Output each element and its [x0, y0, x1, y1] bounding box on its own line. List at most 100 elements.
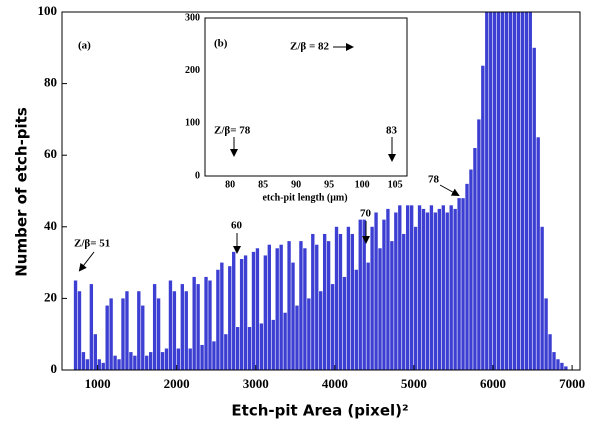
- inset-x-label: etch-pit length (μm): [262, 192, 347, 203]
- y-tick-label: 100: [38, 3, 58, 18]
- annotation: Z/β= 51: [74, 238, 110, 250]
- bar: [101, 362, 105, 370]
- bar: [528, 12, 532, 370]
- bar: [279, 244, 283, 370]
- bar: [109, 298, 113, 370]
- bars: [73, 12, 568, 370]
- bar: [338, 233, 343, 370]
- bar: [184, 291, 188, 370]
- bar: [160, 352, 165, 370]
- bar: [322, 233, 327, 370]
- bar: [192, 276, 196, 370]
- x-tick-label: 2000: [164, 376, 190, 391]
- bar: [508, 12, 513, 370]
- bar: [382, 219, 386, 370]
- bar: [141, 305, 145, 370]
- bar: [402, 233, 406, 370]
- bar: [77, 291, 82, 370]
- bar: [334, 226, 339, 370]
- bar: [429, 205, 434, 370]
- bar: [113, 355, 117, 370]
- bar: [81, 352, 86, 370]
- bar: [232, 251, 236, 370]
- bar: [299, 241, 303, 370]
- y-tick-label: 80: [44, 75, 57, 90]
- arrow: [78, 251, 95, 272]
- bar: [156, 298, 161, 370]
- bar: [267, 244, 271, 370]
- bar: [465, 183, 469, 370]
- bar: [453, 208, 457, 370]
- bar: [239, 259, 244, 370]
- bar: [406, 205, 410, 370]
- bar: [243, 255, 248, 370]
- panel-label: (b): [214, 38, 228, 50]
- bar: [496, 12, 501, 370]
- bar: [457, 198, 461, 370]
- bar: [532, 47, 536, 370]
- bar: [481, 65, 485, 370]
- bar: [93, 334, 97, 370]
- bar: [303, 248, 307, 370]
- y-tick-label: 60: [44, 146, 57, 161]
- bar: [271, 319, 275, 370]
- bar: [394, 212, 398, 370]
- bar: [413, 226, 418, 370]
- bar: [346, 226, 351, 370]
- panel-label: (a): [78, 40, 91, 52]
- y-tick-label: 300: [185, 12, 200, 23]
- bar: [433, 212, 438, 370]
- bar: [255, 248, 260, 370]
- bar: [556, 359, 560, 370]
- bar: [500, 12, 505, 370]
- x-tick-label: 5000: [401, 376, 427, 391]
- annotation: 78: [428, 174, 440, 186]
- bar: [212, 341, 216, 370]
- x-tick-label: 7000: [559, 376, 585, 391]
- bar: [176, 348, 181, 370]
- bar: [441, 205, 445, 370]
- bar: [137, 291, 141, 370]
- bar: [311, 233, 315, 370]
- annotation: 83: [386, 125, 398, 137]
- bar: [105, 305, 109, 370]
- bar: [85, 359, 90, 370]
- bar: [287, 241, 291, 370]
- bar: [117, 359, 121, 370]
- bar: [374, 212, 378, 370]
- bar: [200, 344, 204, 370]
- bar: [536, 137, 540, 370]
- bar: [390, 241, 394, 370]
- plot-frame: [61, 11, 581, 371]
- bar: [493, 12, 497, 370]
- x-tick-label: 105: [388, 179, 403, 190]
- annotation: Z/β = 82: [290, 41, 329, 53]
- bar: [295, 305, 299, 370]
- bar: [97, 359, 101, 370]
- bar: [152, 284, 157, 370]
- bar: [259, 323, 264, 370]
- bar: [398, 205, 402, 370]
- y-tick-label: 200: [185, 65, 200, 76]
- x-tick-label: 85: [258, 179, 268, 190]
- bar: [172, 291, 177, 370]
- bar: [421, 208, 426, 370]
- bar: [235, 327, 240, 370]
- bar: [544, 298, 548, 370]
- annotation: Z/β= 78: [214, 125, 251, 137]
- bar: [145, 355, 149, 370]
- bar: [548, 334, 552, 370]
- bar: [224, 334, 228, 370]
- bar: [445, 212, 449, 370]
- bar: [560, 362, 564, 370]
- bar: [362, 219, 366, 370]
- bar: [216, 269, 220, 370]
- y-tick-label: 40: [44, 218, 57, 233]
- bar: [330, 284, 335, 370]
- x-tick-label: 3000: [243, 376, 269, 391]
- bar: [319, 291, 323, 370]
- bar: [378, 248, 382, 370]
- bar: [180, 284, 184, 370]
- bar: [196, 284, 200, 370]
- x-tick-label: 6000: [480, 376, 506, 391]
